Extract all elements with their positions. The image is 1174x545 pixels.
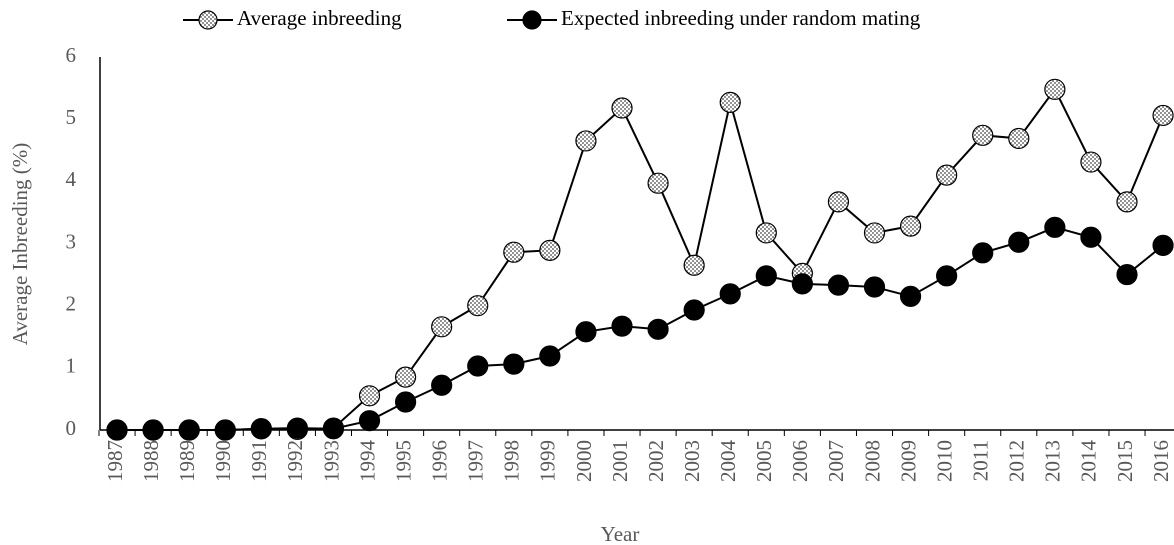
data-point	[1116, 263, 1138, 286]
x-tick-label: 2002	[644, 440, 668, 482]
data-point	[719, 91, 741, 113]
data-point	[755, 222, 777, 244]
data-point	[863, 276, 886, 298]
data-point	[1080, 226, 1102, 248]
data-point	[936, 164, 958, 186]
data-point	[142, 419, 164, 441]
data-point	[791, 273, 813, 295]
data-point	[250, 418, 272, 440]
x-tick-label: 1992	[283, 440, 307, 482]
x-tick-label: 2016	[1149, 440, 1173, 482]
x-tick-label: 2000	[572, 440, 596, 482]
data-point	[467, 355, 489, 377]
x-tick-label: 1987	[103, 440, 127, 482]
y-tick-label: 4	[66, 167, 77, 191]
x-axis-label: Year	[601, 522, 640, 545]
data-point	[358, 385, 381, 407]
x-tick-label: 1988	[139, 440, 163, 482]
data-point	[539, 239, 561, 261]
x-tick-label: 2008	[860, 440, 884, 482]
data-point	[827, 191, 850, 213]
x-tick-label: 2010	[932, 440, 956, 482]
x-tick-label: 2009	[896, 440, 920, 482]
data-point	[467, 295, 489, 317]
y-tick-label: 0	[66, 416, 77, 440]
data-point	[214, 419, 236, 441]
data-point	[178, 419, 200, 441]
x-tick-label: 1995	[391, 440, 415, 482]
x-tick-label: 2005	[752, 440, 776, 482]
x-tick-label: 2013	[1041, 440, 1065, 482]
data-point	[972, 242, 994, 264]
legend-label: Average inbreeding	[237, 6, 402, 30]
x-tick-label: 1990	[211, 440, 235, 482]
data-point	[719, 283, 741, 305]
x-tick-label: 1996	[427, 440, 451, 482]
y-tick-label: 6	[66, 43, 77, 67]
data-point	[394, 391, 417, 413]
x-tick-label: 1994	[355, 440, 379, 483]
data-point	[647, 172, 669, 194]
legend-label: Expected inbreeding under random mating	[561, 6, 921, 30]
data-point	[431, 316, 453, 338]
data-point	[394, 366, 417, 388]
data-point	[647, 318, 669, 340]
data-point	[1008, 231, 1030, 253]
data-point	[503, 353, 525, 375]
x-tick-label: 2014	[1077, 440, 1101, 483]
data-point	[863, 222, 886, 244]
data-point	[1116, 191, 1138, 213]
data-point	[683, 254, 705, 276]
x-tick-label: 1989	[175, 440, 199, 482]
x-tick-label: 1991	[247, 440, 271, 482]
x-tick-label: 2012	[1005, 440, 1029, 482]
x-tick-label: 1999	[536, 440, 560, 482]
data-point	[899, 215, 922, 237]
data-point	[539, 345, 561, 367]
data-point	[322, 418, 345, 440]
data-point	[575, 321, 597, 343]
data-point	[611, 315, 633, 337]
x-tick-label: 2004	[716, 440, 740, 483]
y-tick-label: 2	[66, 291, 77, 315]
data-point	[106, 419, 128, 441]
data-point	[1152, 104, 1174, 127]
data-point	[286, 417, 308, 439]
data-point	[1152, 234, 1174, 256]
data-point	[358, 410, 381, 432]
legend-marker	[198, 10, 218, 30]
series-line	[117, 87, 1164, 431]
x-tick-label: 2001	[608, 440, 632, 482]
data-point	[972, 124, 994, 146]
x-tick-label: 2003	[680, 440, 704, 482]
legend-marker	[522, 10, 542, 30]
y-tick-label: 5	[66, 105, 77, 129]
data-point	[827, 274, 850, 296]
data-point	[611, 97, 633, 119]
x-tick-label: 2007	[824, 440, 848, 482]
data-point	[575, 130, 597, 152]
data-point	[1008, 127, 1030, 150]
data-point	[1080, 151, 1102, 173]
data-point	[1044, 78, 1066, 100]
x-tick-label: 2015	[1113, 440, 1137, 482]
x-tick-label: 2006	[788, 440, 812, 482]
series-line	[117, 226, 1164, 431]
data-point	[1044, 216, 1066, 238]
x-tick-label: 2011	[969, 440, 993, 481]
data-point	[899, 285, 922, 307]
data-point	[936, 265, 958, 287]
x-tick-label: 1993	[319, 440, 343, 482]
y-axis-label: Average Inbreeding (%)	[8, 143, 32, 346]
y-tick-label: 3	[66, 229, 77, 253]
data-point	[755, 265, 777, 287]
data-point	[431, 374, 453, 396]
x-tick-label: 1997	[464, 440, 488, 482]
y-tick-label: 1	[66, 354, 77, 378]
data-point	[503, 241, 525, 263]
data-point	[683, 299, 705, 321]
x-tick-label: 1998	[500, 440, 524, 482]
